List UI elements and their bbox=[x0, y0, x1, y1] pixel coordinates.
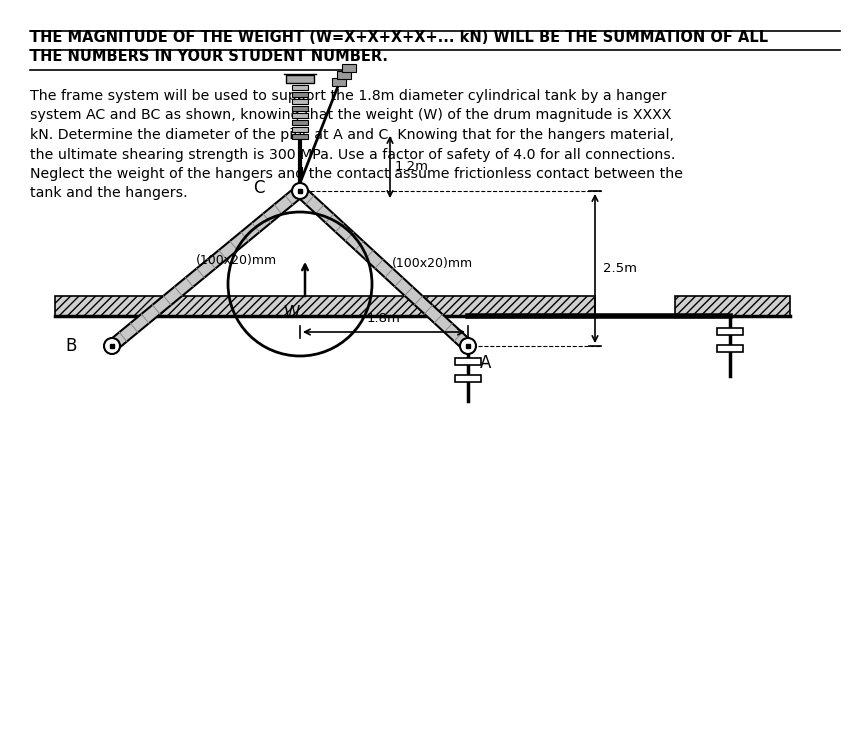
Bar bbox=[455, 375, 481, 382]
Text: 2.5m: 2.5m bbox=[603, 262, 637, 275]
Bar bbox=[455, 358, 481, 365]
Text: THE NUMBERS IN YOUR STUDENT NUMBER.: THE NUMBERS IN YOUR STUDENT NUMBER. bbox=[30, 49, 388, 64]
Bar bbox=[717, 345, 743, 352]
Circle shape bbox=[292, 183, 308, 199]
Text: kN. Determine the diameter of the pins at A and C. Knowing that for the hangers : kN. Determine the diameter of the pins a… bbox=[30, 128, 674, 142]
Text: (100x20)mm: (100x20)mm bbox=[392, 257, 473, 270]
Polygon shape bbox=[675, 296, 790, 316]
Text: B: B bbox=[66, 337, 77, 355]
Bar bbox=[717, 328, 743, 335]
Text: Neglect the weight of the hangers and the contact assume frictionless contact be: Neglect the weight of the hangers and th… bbox=[30, 167, 683, 181]
Text: A: A bbox=[480, 354, 492, 372]
Bar bbox=[110, 344, 114, 348]
Bar bbox=[292, 106, 308, 111]
Bar bbox=[292, 120, 308, 125]
Text: C: C bbox=[253, 179, 265, 197]
Text: (100x20)mm: (100x20)mm bbox=[196, 254, 277, 267]
Text: system AC and BC as shown, knowing that the weight (W) of the drum magnitude is : system AC and BC as shown, knowing that … bbox=[30, 108, 671, 122]
Circle shape bbox=[104, 338, 120, 354]
Polygon shape bbox=[108, 186, 303, 351]
Text: the ultimate shearing strength is 300 MPa. Use a factor of safety of 4.0 for all: the ultimate shearing strength is 300 MP… bbox=[30, 148, 675, 161]
Bar bbox=[332, 78, 346, 86]
Text: W: W bbox=[283, 304, 299, 322]
Text: The frame system will be used to support the 1.8m diameter cylindrical tank by a: The frame system will be used to support… bbox=[30, 89, 667, 103]
Bar bbox=[292, 92, 308, 97]
Text: 1.8m: 1.8m bbox=[367, 312, 401, 325]
Bar bbox=[292, 113, 308, 118]
Polygon shape bbox=[296, 186, 472, 351]
Text: THE MAGNITUDE OF THE WEIGHT (W=X+X+X+X+... kN) WILL BE THE SUMMATION OF ALL: THE MAGNITUDE OF THE WEIGHT (W=X+X+X+X+.… bbox=[30, 30, 768, 45]
Bar bbox=[292, 134, 308, 139]
Text: 1.2m: 1.2m bbox=[395, 160, 429, 174]
Bar bbox=[298, 189, 302, 193]
Bar bbox=[292, 85, 308, 90]
Circle shape bbox=[460, 338, 476, 354]
Bar bbox=[286, 75, 314, 83]
Bar bbox=[292, 99, 308, 104]
Bar bbox=[466, 344, 470, 348]
Bar bbox=[342, 64, 356, 72]
Polygon shape bbox=[55, 296, 595, 316]
Bar bbox=[337, 71, 351, 79]
Text: tank and the hangers.: tank and the hangers. bbox=[30, 186, 187, 201]
Bar bbox=[292, 127, 308, 132]
